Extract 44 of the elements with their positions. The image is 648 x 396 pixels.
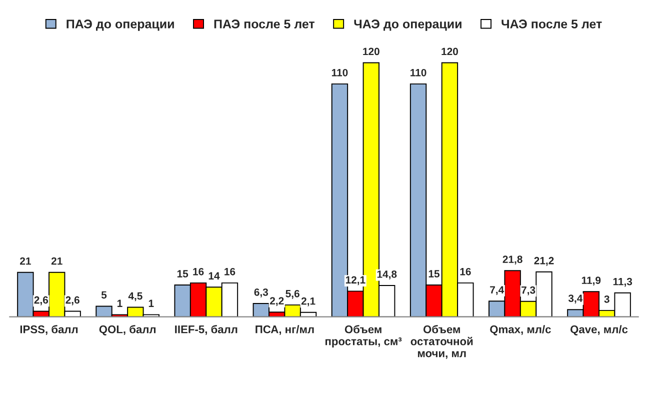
data-label: 21 [51,257,62,265]
data-label: 4,5 [128,292,142,302]
data-label: 5,6 [286,290,300,299]
data-label: 21,2 [534,256,554,266]
data-label: 11,9 [582,276,601,286]
data-label: 2,6 [34,296,48,306]
data-label: 16 [460,268,471,276]
x-tick-label: Объем простаты, см³ [325,325,402,348]
data-label: 7,3 [521,286,536,296]
data-label: 12,1 [346,276,366,286]
x-tick-label: Объем остаточной мочи, мл [410,325,473,359]
x-tick-label: ПСА, нг/мл [256,325,314,335]
data-label: 2,2 [270,297,284,306]
data-label: 110 [410,68,426,76]
data-label: 16 [193,268,204,276]
data-label: 6,3 [254,288,268,298]
data-label: 2,1 [301,297,316,306]
data-label: 21,8 [502,256,522,265]
x-tick-label: Qmax, мл/с [490,325,551,336]
legend-label: ПАЭ после 5 лет [214,20,314,28]
data-label: 15 [177,270,188,278]
data-label: 1 [148,300,154,307]
x-tick-label: QOL, балл [99,325,156,336]
data-label: 15 [428,270,440,278]
x-tick-label: Qave, мл/с [570,325,628,336]
data-label: 1 [117,300,122,307]
legend-label: ЧАЭ до операции [354,20,462,31]
data-label: 7,4 [490,286,504,296]
data-label: 3 [604,295,610,303]
data-label: 110 [332,68,348,76]
data-label: 120 [442,48,458,56]
data-label: 5 [101,291,107,299]
data-label: 120 [363,48,380,56]
data-label: 16 [224,268,236,276]
legend-label: ЧАЭ после 5 лет [502,20,602,28]
data-label: 14,8 [377,270,397,280]
data-label: 2,6 [66,296,80,306]
legend-label: ПАЭ до операции [66,20,174,31]
data-label: 11,3 [613,278,632,287]
data-label: 14 [208,272,220,280]
data-label: 3,4 [568,294,583,304]
x-tick-label: IIEF-5, балл [175,325,238,335]
x-tick-label: IPSS, балл [20,325,78,335]
data-label: 21 [20,257,31,265]
